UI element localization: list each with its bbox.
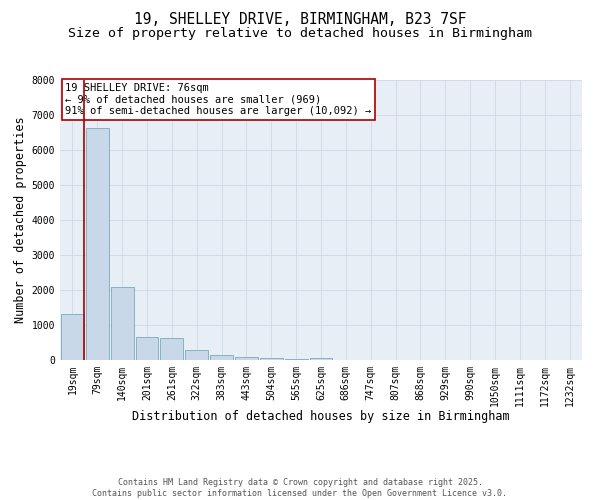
Bar — [260, 358, 283, 360]
Text: Contains HM Land Registry data © Crown copyright and database right 2025.
Contai: Contains HM Land Registry data © Crown c… — [92, 478, 508, 498]
Y-axis label: Number of detached properties: Number of detached properties — [14, 116, 28, 324]
Text: 19 SHELLEY DRIVE: 76sqm
← 9% of detached houses are smaller (969)
91% of semi-de: 19 SHELLEY DRIVE: 76sqm ← 9% of detached… — [65, 83, 371, 116]
Bar — [185, 350, 208, 360]
X-axis label: Distribution of detached houses by size in Birmingham: Distribution of detached houses by size … — [132, 410, 510, 423]
Bar — [285, 359, 308, 360]
Bar — [235, 357, 258, 360]
Bar — [86, 128, 109, 360]
Bar — [61, 314, 84, 360]
Bar — [210, 356, 233, 360]
Text: 19, SHELLEY DRIVE, BIRMINGHAM, B23 7SF: 19, SHELLEY DRIVE, BIRMINGHAM, B23 7SF — [134, 12, 466, 28]
Text: Size of property relative to detached houses in Birmingham: Size of property relative to detached ho… — [68, 28, 532, 40]
Bar — [310, 358, 332, 360]
Bar — [136, 337, 158, 360]
Bar — [160, 338, 183, 360]
Bar — [111, 287, 134, 360]
